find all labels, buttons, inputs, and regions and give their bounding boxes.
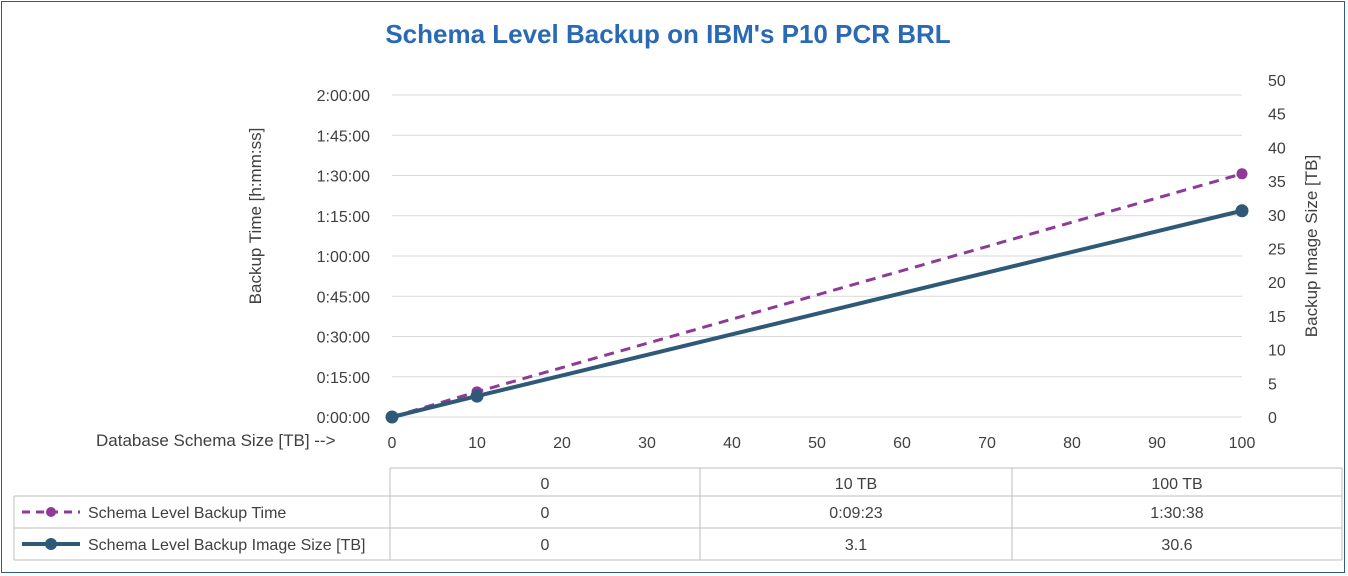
left-tick-label: 0:00:00 bbox=[317, 410, 370, 427]
legend-marker bbox=[46, 507, 56, 517]
data-table: 0 10 TB 100 TB Schema Level Backup Time 0 0:0… bbox=[13, 467, 1343, 561]
left-tick-label: 1:30:00 bbox=[317, 169, 370, 186]
table-value-cell: 0 bbox=[541, 505, 550, 522]
right-tick-label: 35 bbox=[1268, 174, 1286, 191]
series-layer bbox=[385, 168, 1249, 424]
right-tick-label: 15 bbox=[1268, 309, 1286, 326]
x-tick-label: 40 bbox=[723, 435, 741, 452]
right-axis-title: Backup Image Size [TB] bbox=[1302, 155, 1321, 337]
left-tick-label: 0:30:00 bbox=[317, 330, 370, 347]
gridlines bbox=[392, 94, 1242, 418]
backup-time-line bbox=[391, 172, 1243, 419]
table-header-cell: 0 bbox=[541, 476, 550, 493]
legend-series-name: Schema Level Backup Time bbox=[88, 505, 286, 522]
x-tick-label: 70 bbox=[978, 435, 996, 452]
x-tick-label: 0 bbox=[388, 435, 397, 452]
right-tick-label: 45 bbox=[1268, 107, 1286, 124]
backup-time-point bbox=[1236, 168, 1248, 180]
table-value-cell: 3.1 bbox=[845, 537, 867, 554]
table-header-cell: 100 TB bbox=[1151, 476, 1202, 493]
table-value-cell: 1:30:38 bbox=[1150, 505, 1203, 522]
x-axis-title: Database Schema Size [TB] --> bbox=[96, 431, 336, 450]
x-tick-label: 20 bbox=[553, 435, 571, 452]
right-tick-label: 50 bbox=[1268, 73, 1286, 90]
left-axis-ticks: 0:00:00 0:15:00 0:30:00 0:45:00 1:00:00 1:15:… bbox=[317, 88, 370, 427]
image-size-point bbox=[470, 389, 484, 403]
legend-series-name: Schema Level Backup Image Size [TB] bbox=[88, 537, 365, 554]
left-tick-label: 1:15:00 bbox=[317, 209, 370, 226]
x-tick-label: 80 bbox=[1063, 435, 1081, 452]
right-tick-label: 25 bbox=[1268, 242, 1286, 259]
table-value-cell: 0:09:23 bbox=[829, 505, 882, 522]
chart-title: Schema Level Backup on IBM's P10 PCR BRL bbox=[385, 19, 950, 49]
left-tick-label: 0:15:00 bbox=[317, 370, 370, 387]
x-tick-label: 60 bbox=[893, 435, 911, 452]
left-axis-title: Backup Time [h:mm:ss] bbox=[246, 128, 265, 305]
image-size-point bbox=[385, 410, 399, 424]
right-tick-label: 20 bbox=[1268, 275, 1286, 292]
legend-marker bbox=[45, 538, 57, 550]
table-header-cell: 10 TB bbox=[835, 476, 877, 493]
left-tick-label: 1:00:00 bbox=[317, 249, 370, 266]
image-size-point bbox=[1235, 204, 1249, 218]
x-tick-label: 30 bbox=[638, 435, 656, 452]
x-axis-ticks: 0 10 20 30 40 50 60 70 80 90 100 bbox=[388, 435, 1256, 452]
table-value-cell: 30.6 bbox=[1161, 537, 1192, 554]
x-tick-label: 100 bbox=[1229, 435, 1256, 452]
right-tick-label: 0 bbox=[1268, 410, 1277, 427]
table-value-cell: 0 bbox=[541, 537, 550, 554]
left-tick-label: 1:45:00 bbox=[317, 128, 370, 145]
right-axis-ticks: 0 5 10 15 20 25 30 35 40 45 50 bbox=[1268, 73, 1286, 427]
right-tick-label: 40 bbox=[1268, 140, 1286, 157]
left-tick-label: 2:00:00 bbox=[317, 88, 370, 105]
x-tick-label: 90 bbox=[1148, 435, 1166, 452]
right-tick-label: 10 bbox=[1268, 343, 1286, 360]
right-tick-label: 5 bbox=[1268, 376, 1277, 393]
image-size-line bbox=[391, 208, 1243, 419]
x-tick-label: 50 bbox=[808, 435, 826, 452]
x-tick-label: 10 bbox=[468, 435, 486, 452]
left-tick-label: 0:45:00 bbox=[317, 289, 370, 306]
right-tick-label: 30 bbox=[1268, 208, 1286, 225]
